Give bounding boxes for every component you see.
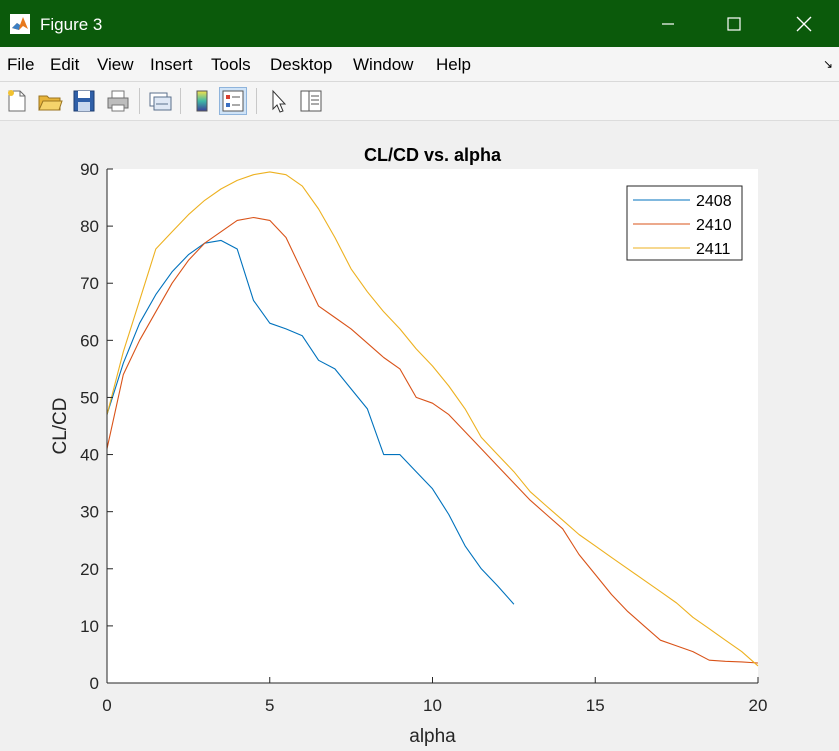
edit-plot-icon[interactable] — [264, 87, 292, 115]
dock-figure-icon[interactable]: ↘ — [822, 57, 833, 71]
y-tick-label: 0 — [90, 674, 99, 693]
y-tick-label: 50 — [80, 388, 99, 407]
x-tick-label: 0 — [102, 696, 111, 715]
insert-colorbar-icon[interactable] — [188, 87, 216, 115]
maximize-icon — [727, 16, 741, 31]
menu-file[interactable]: File — [7, 55, 35, 74]
legend-label-2408: 2408 — [696, 193, 732, 210]
x-tick-label: 10 — [423, 696, 442, 715]
y-tick-label: 10 — [80, 617, 99, 636]
series-line-2410 — [106, 216, 759, 664]
minimize-button[interactable] — [633, 0, 703, 47]
x-tick-label: 5 — [265, 696, 274, 715]
window-title: Figure 3 — [40, 15, 103, 34]
y-tick-label: 90 — [80, 160, 99, 179]
y-tick-label: 70 — [80, 274, 99, 293]
menu-view[interactable]: View — [97, 55, 134, 74]
property-inspector-icon[interactable] — [297, 87, 325, 115]
toolbar-separator — [256, 88, 257, 114]
save-icon[interactable] — [70, 87, 98, 115]
new-figure-icon[interactable] — [3, 87, 31, 115]
close-icon — [796, 16, 812, 31]
maximize-button[interactable] — [699, 0, 769, 47]
y-tick-label: 60 — [80, 331, 99, 350]
figure-canvas: 0 5 10 15 20 0 10 20 30 40 50 60 70 80 90 CL/CD vs. alp… — [0, 121, 839, 751]
matlab-logo-icon — [10, 14, 30, 34]
menu-window[interactable]: Window — [353, 55, 414, 74]
x-tick-label: 15 — [586, 696, 605, 715]
minimize-icon — [662, 22, 674, 25]
menu-help[interactable]: Help — [436, 55, 471, 74]
insert-legend-icon[interactable] — [219, 87, 247, 115]
toolbar-separator — [139, 88, 140, 114]
menu-insert[interactable]: Insert — [150, 55, 193, 74]
y-tick-label: 80 — [80, 217, 99, 236]
window-titlebar: Figure 3 — [0, 0, 839, 47]
menu-edit[interactable]: Edit — [50, 55, 80, 74]
legend-label-2411: 2411 — [696, 241, 731, 258]
link-plot-icon[interactable] — [146, 87, 174, 115]
menu-tools[interactable]: Tools — [211, 55, 251, 74]
open-file-icon[interactable] — [36, 87, 64, 115]
menu-desktop[interactable]: Desktop — [270, 55, 333, 74]
print-icon[interactable] — [104, 87, 132, 115]
series-line-2411 — [106, 171, 759, 667]
close-button[interactable] — [769, 0, 839, 47]
y-tick-label: 30 — [80, 503, 99, 522]
legend-label-2410: 2410 — [696, 217, 732, 234]
chart-title: CL/CD vs. alpha — [364, 145, 502, 165]
figure-toolbar — [0, 82, 839, 121]
x-tick-label: 20 — [749, 696, 768, 715]
chart: 0 5 10 15 20 0 10 20 30 40 50 60 70 80 90 CL/CD vs. alp… — [50, 145, 768, 747]
y-axis-label: CL/CD — [50, 397, 71, 454]
series-line-2408 — [106, 239, 515, 605]
y-tick-label: 20 — [80, 560, 99, 579]
toolbar-separator — [180, 88, 181, 114]
menu-bar: File Edit View Insert Tools Desktop Wind… — [0, 47, 839, 82]
y-tick-label: 40 — [80, 446, 99, 465]
x-axis-label: alpha — [409, 726, 456, 747]
